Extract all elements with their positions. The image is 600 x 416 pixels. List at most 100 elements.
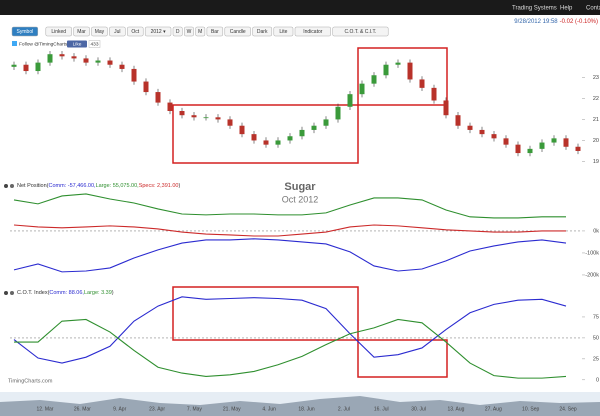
- annotation-box: [357, 47, 448, 106]
- toolbar-button[interactable]: [184, 26, 194, 37]
- series-line: [13, 296, 567, 364]
- toolbar-button[interactable]: [127, 26, 144, 37]
- candle-body: [503, 138, 509, 145]
- legend-entry: Large: 3.39: [84, 290, 112, 296]
- chart-title: Sugar: [284, 181, 316, 193]
- candle-body: [395, 62, 401, 65]
- candle-body: [455, 115, 461, 126]
- toolbar-button-label[interactable]: M: [198, 29, 202, 35]
- toolbar-button-label[interactable]: Dark: [257, 29, 268, 35]
- toolbar-button-label[interactable]: Mar: [77, 29, 86, 35]
- y-tick-label: 23: [593, 75, 599, 81]
- follow[interactable]: Follow @TimingCharts: [19, 41, 68, 47]
- y-tick-label: 22: [593, 96, 599, 102]
- nav-link[interactable]: Contact: [586, 6, 600, 12]
- toolbar-button[interactable]: [195, 26, 206, 37]
- candle-body: [575, 146, 581, 151]
- candle-body: [11, 64, 17, 67]
- toolbar-button[interactable]: [91, 26, 108, 37]
- toolbar-button-label[interactable]: Linked: [51, 29, 66, 35]
- candle-body: [71, 56, 77, 59]
- y-tick-label: 0: [596, 377, 599, 383]
- y-tick-label: 0k: [593, 228, 599, 234]
- toolbar-button-label[interactable]: Jul: [114, 29, 120, 35]
- like[interactable]: Like: [73, 41, 82, 47]
- legend-icon: [10, 184, 14, 188]
- timestamp: 9/28/2012 19:58: [514, 19, 558, 25]
- like-button[interactable]: [67, 40, 87, 48]
- toolbar-button[interactable]: [45, 26, 72, 37]
- toolbar-button-label[interactable]: D: [176, 29, 180, 35]
- toolbar-button-label[interactable]: W: [187, 29, 192, 35]
- candle-body: [23, 64, 29, 72]
- candle-body: [299, 129, 305, 137]
- follow-icon: [12, 41, 17, 46]
- candle-body: [179, 111, 185, 116]
- candle-body: [491, 134, 497, 139]
- toolbar-button[interactable]: [273, 26, 294, 37]
- candle-body: [419, 79, 425, 88]
- status: 9/28/2012 19:58 -0.02 (-0.10%): [514, 19, 598, 25]
- toolbar-button-label[interactable]: Indicator: [303, 29, 323, 35]
- toolbar-button-label[interactable]: Oct: [131, 29, 139, 35]
- toolbar-button[interactable]: [332, 26, 389, 37]
- x-tick-label: 7. May: [187, 406, 203, 412]
- candle-body: [539, 142, 545, 149]
- x-tick-label: 21. May: [223, 406, 241, 412]
- like-count: 433: [90, 41, 98, 47]
- toolbar-button[interactable]: [252, 26, 273, 37]
- candle-body: [335, 106, 341, 120]
- change: -0.02 (-0.10%): [560, 19, 598, 25]
- toolbar-button-label[interactable]: C.O.T. & C.I.T.: [344, 29, 376, 35]
- annotation-box: [172, 286, 359, 341]
- panel-title-end: ): [178, 183, 180, 189]
- candle-body: [287, 136, 293, 141]
- panel-title: C.O.T. Index(Comm: 88.06,Large: 3.39): [17, 290, 114, 296]
- toolbar-button[interactable]: [294, 26, 331, 37]
- candle-body: [119, 64, 125, 69]
- toolbar-button[interactable]: [206, 26, 224, 37]
- candle-body: [47, 54, 53, 63]
- candle-body: [227, 119, 233, 126]
- toolbar-button[interactable]: [11, 26, 39, 37]
- navigator-area: [0, 396, 600, 416]
- toolbar-button[interactable]: [172, 26, 183, 37]
- toolbar-button[interactable]: [224, 26, 251, 37]
- toolbar-button-label[interactable]: 2012 ▾: [151, 29, 167, 35]
- candle-body: [131, 68, 137, 82]
- toolbar-button-label[interactable]: Bar: [211, 29, 219, 35]
- y-tick-label: 19: [593, 159, 599, 165]
- candle-body: [371, 75, 377, 84]
- x-tick-label: 2. Jul: [338, 406, 350, 412]
- annotation-box: [172, 104, 359, 164]
- x-tick-label: 9. Apr: [113, 406, 126, 412]
- candle-body: [407, 62, 413, 80]
- toolbar-button[interactable]: [144, 26, 172, 37]
- toolbar-button[interactable]: [109, 26, 126, 37]
- legend-entry: Large: 55,075.00,: [96, 183, 140, 189]
- series-line: [13, 238, 567, 273]
- candle-body: [347, 94, 353, 107]
- like-count-box: [88, 40, 101, 48]
- toolbar-button-label[interactable]: May: [95, 29, 105, 35]
- x-tick-label: 24. Sep: [559, 406, 576, 412]
- x-tick-label: 4. Jun: [262, 406, 276, 412]
- x-tick-label: 12. Mar: [37, 406, 54, 412]
- candle-body: [275, 140, 281, 145]
- x-tick-label: 18. Jun: [298, 406, 315, 412]
- candle-body: [443, 100, 449, 116]
- candle-body: [143, 81, 149, 93]
- x-tick-label: 30. Jul: [411, 406, 426, 412]
- nav-link[interactable]: Trading Systems: [512, 6, 557, 12]
- x-tick-label: 27. Aug: [485, 406, 502, 412]
- toolbar-button-label[interactable]: Lite: [279, 29, 287, 35]
- toolbar-button[interactable]: [73, 26, 90, 37]
- panel-title-end: ): [112, 290, 114, 296]
- toolbar-button-label[interactable]: Symbol: [17, 29, 34, 35]
- candle-body: [263, 140, 269, 145]
- legend-entry: Comm: 88.06,: [49, 290, 84, 296]
- nav-link[interactable]: Help: [560, 6, 573, 12]
- toolbar-button-label[interactable]: Candle: [230, 29, 246, 35]
